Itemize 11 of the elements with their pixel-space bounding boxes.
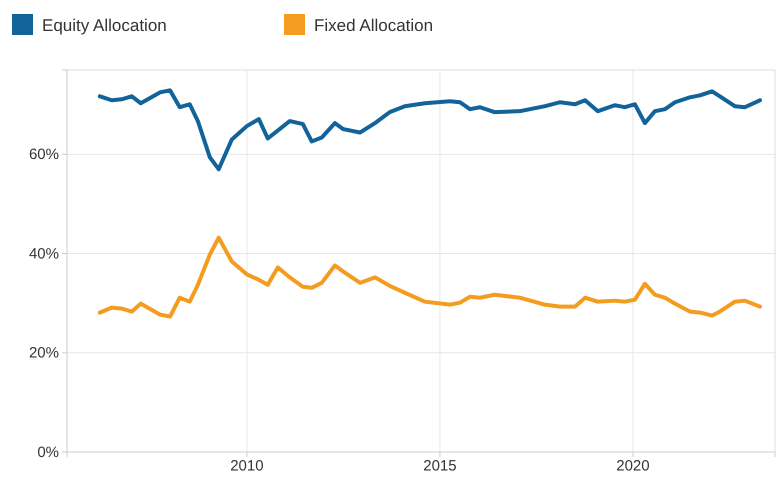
legend-label: Equity Allocation xyxy=(42,16,167,35)
line-series xyxy=(98,88,762,172)
y-tick-label: 60% xyxy=(28,146,59,164)
x-tick-label: 2020 xyxy=(616,458,650,475)
line-series xyxy=(98,236,762,319)
x-tick-label: 2015 xyxy=(423,458,457,475)
y-tick-label: 40% xyxy=(28,245,59,262)
y-tick-label: 0% xyxy=(37,444,59,461)
x-tick-label: 2010 xyxy=(230,458,264,475)
y-tick-label: 20% xyxy=(28,344,59,362)
legend-label: Fixed Allocation xyxy=(314,16,434,35)
